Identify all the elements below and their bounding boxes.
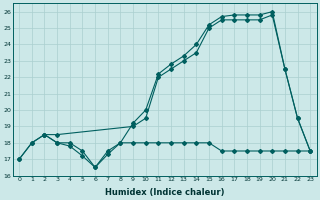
X-axis label: Humidex (Indice chaleur): Humidex (Indice chaleur) — [105, 188, 224, 197]
